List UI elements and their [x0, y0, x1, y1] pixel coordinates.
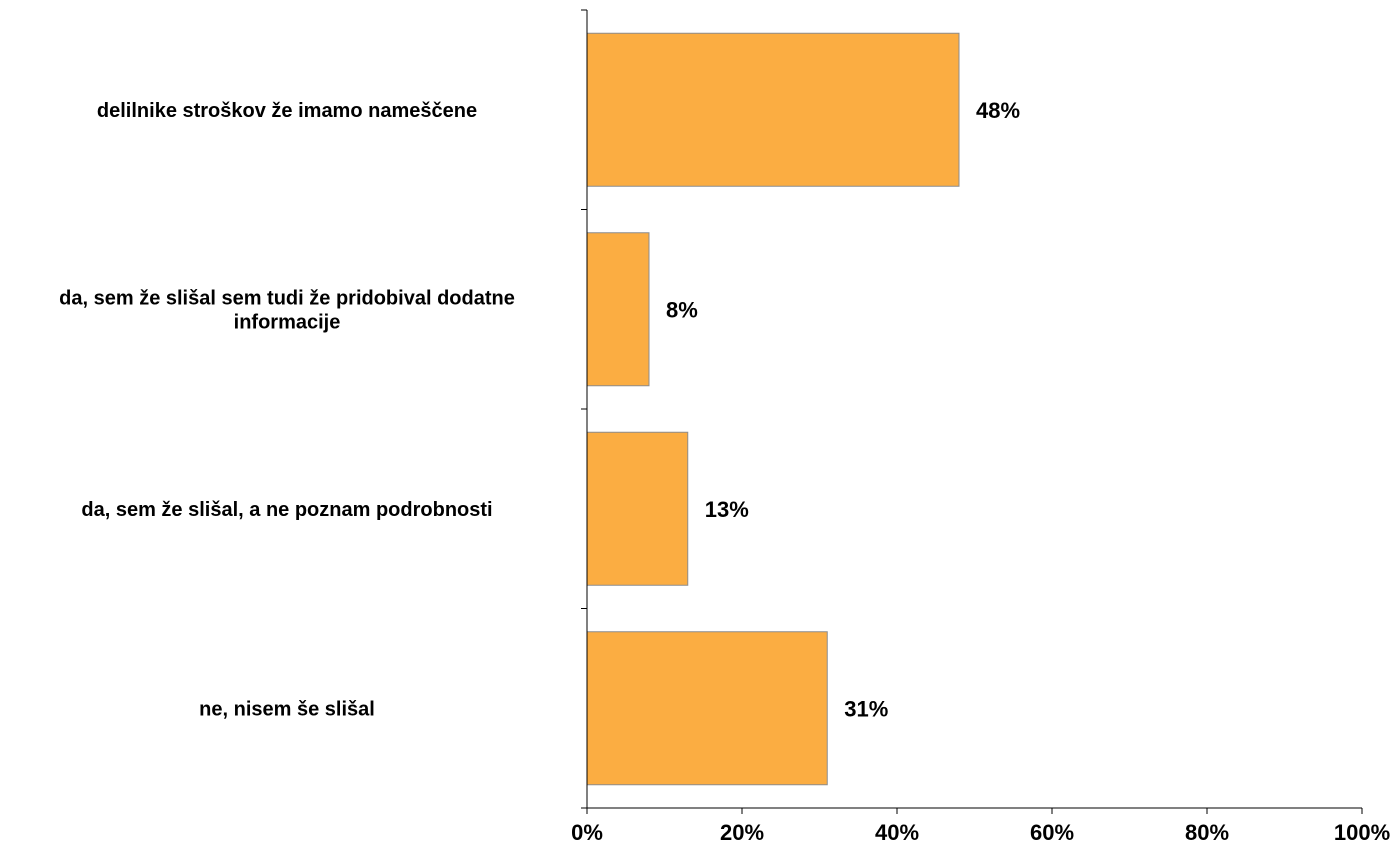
value-label: 48% — [976, 98, 1020, 123]
category-label-line: ne, nisem še slišal — [199, 698, 375, 720]
labels-layer: 48% delilnike stroškov že imamo nameščene… — [59, 98, 1390, 845]
category-label-line: da, sem že slišal sem tudi že pridobival… — [59, 287, 515, 309]
category-label-line: da, sem že slišal, a ne poznam podrobnos… — [81, 499, 492, 521]
category-label: ne, nisem še slišal — [199, 698, 375, 720]
category-label: da, sem že slišal sem tudi že pridobival… — [59, 287, 515, 333]
category-label: da, sem že slišal, a ne poznam podrobnos… — [81, 499, 492, 521]
bar — [586, 232, 650, 387]
value-label: 13% — [705, 497, 749, 522]
category-label-line: delilnike stroškov že imamo nameščene — [97, 100, 477, 122]
x-tick-label: 20% — [720, 820, 764, 845]
category-label: delilnike stroškov že imamo nameščene — [97, 100, 477, 122]
x-tick-label: 60% — [1030, 820, 1074, 845]
axes-layer — [581, 9, 1363, 814]
x-tick-label: 80% — [1185, 820, 1229, 845]
bars-layer — [586, 32, 960, 786]
bar — [586, 631, 828, 786]
bar — [586, 431, 689, 586]
value-label: 31% — [844, 696, 888, 721]
x-tick-label: 40% — [875, 820, 919, 845]
category-label-line: informacije — [234, 311, 341, 333]
x-tick-label: 0% — [571, 820, 603, 845]
value-label: 8% — [666, 297, 698, 322]
x-tick-label: 100% — [1334, 820, 1390, 845]
bar — [586, 32, 960, 187]
